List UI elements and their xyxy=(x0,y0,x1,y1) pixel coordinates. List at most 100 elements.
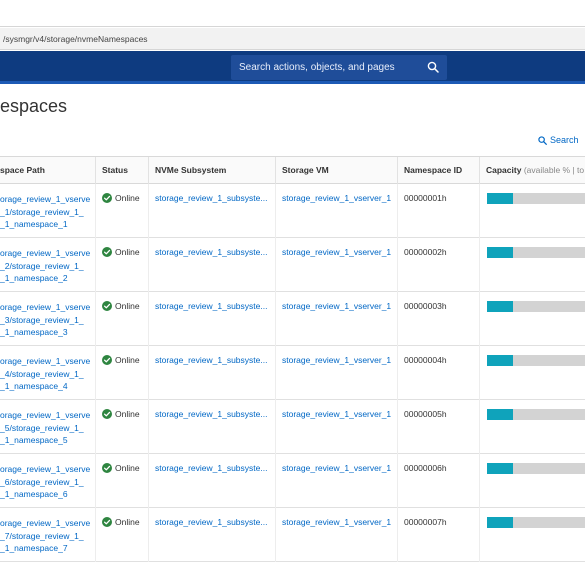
storage-vm-cell: storage_review_1_vserver_1 xyxy=(275,184,397,238)
namespace-path-link[interactable]: _5/storage_review_1_ xyxy=(0,422,84,433)
namespace-path-link[interactable]: orage_review_1_vserve xyxy=(0,302,91,312)
capacity-cell xyxy=(479,292,585,346)
namespace-id-cell: 00000001h xyxy=(397,184,479,238)
namespace-path-link[interactable]: orage_review_1_vserve xyxy=(0,410,91,420)
namespace-path-link[interactable]: _6/storage_review_1_ xyxy=(0,476,84,487)
global-search-placeholder: Search actions, objects, and pages xyxy=(239,62,395,73)
storage-vm-link[interactable]: storage_review_1_vserver_1 xyxy=(282,301,392,311)
subsystem-link[interactable]: storage_review_1_subsyste... xyxy=(155,517,268,527)
status-cell: Online xyxy=(95,508,148,562)
table-search-button[interactable]: Search xyxy=(538,135,579,145)
storage-vm-cell: storage_review_1_vserver_1 xyxy=(275,292,397,346)
subsystem-link[interactable]: storage_review_1_subsyste... xyxy=(155,409,268,419)
table-search-label: Search xyxy=(550,135,579,145)
namespace-path-link[interactable]: _1_namespace_7 xyxy=(0,543,68,553)
namespace-path-link[interactable]: _1_namespace_2 xyxy=(0,273,68,283)
table-row[interactable]: orage_review_1_vserve _5/storage_review_1… xyxy=(0,400,585,454)
subsystem-cell: storage_review_1_subsyste... xyxy=(148,292,275,346)
capacity-bar xyxy=(487,517,585,528)
namespace-path-link[interactable]: _2/storage_review_1_ xyxy=(0,260,84,271)
table-row[interactable]: orage_review_1_vserve _1/storage_review_1… xyxy=(0,184,585,238)
capacity-cell xyxy=(479,454,585,508)
address-bar-url[interactable]: /sysmgr/v4/storage/nvmeNamespaces xyxy=(3,34,148,44)
table-row[interactable]: orage_review_1_vserve _2/storage_review_1… xyxy=(0,238,585,292)
namespace-path-link[interactable]: _7/storage_review_1_ xyxy=(0,530,84,541)
namespace-id-text: 00000007h xyxy=(404,517,447,527)
table-row[interactable]: orage_review_1_vserve _3/storage_review_1… xyxy=(0,292,585,346)
table-row[interactable]: orage_review_1_vserve _4/storage_review_1… xyxy=(0,346,585,400)
namespace-path-cell[interactable]: orage_review_1_vserve _7/storage_review_1… xyxy=(0,508,95,562)
column-header-namespace-id[interactable]: Namespace ID xyxy=(397,157,479,184)
column-header-subsystem[interactable]: NVMe Subsystem xyxy=(148,157,275,184)
namespace-id-text: 00000005h xyxy=(404,409,447,419)
table-row[interactable]: orage_review_1_vserve _7/storage_review_1… xyxy=(0,508,585,562)
capacity-bar xyxy=(487,409,585,420)
subsystem-link[interactable]: storage_review_1_subsyste... xyxy=(155,247,268,257)
status-text: Online xyxy=(115,193,140,203)
status-cell: Online xyxy=(95,292,148,346)
namespace-path-cell[interactable]: orage_review_1_vserve _5/storage_review_1… xyxy=(0,400,95,454)
namespace-path-link[interactable]: _1_namespace_1 xyxy=(0,219,68,229)
storage-vm-cell: storage_review_1_vserver_1 xyxy=(275,238,397,292)
search-icon[interactable] xyxy=(427,61,439,73)
search-icon xyxy=(538,135,547,145)
global-search-input[interactable]: Search actions, objects, and pages xyxy=(231,55,447,80)
storage-vm-link[interactable]: storage_review_1_vserver_1 xyxy=(282,409,392,419)
column-header-capacity[interactable]: Capacity (available % | to xyxy=(479,157,585,184)
browser-top-strip xyxy=(0,0,585,27)
storage-vm-link[interactable]: storage_review_1_vserver_1 xyxy=(282,193,392,203)
page-title: espaces xyxy=(0,96,68,116)
capacity-cell xyxy=(479,346,585,400)
namespace-path-cell[interactable]: orage_review_1_vserve _4/storage_review_1… xyxy=(0,346,95,400)
subsystem-link[interactable]: storage_review_1_subsyste... xyxy=(155,193,268,203)
namespace-path-link[interactable]: _3/storage_review_1_ xyxy=(0,314,84,325)
check-circle-icon xyxy=(102,247,112,257)
status-cell: Online xyxy=(95,238,148,292)
namespace-path-link[interactable]: _1_namespace_3 xyxy=(0,327,68,337)
storage-vm-link[interactable]: storage_review_1_vserver_1 xyxy=(282,517,392,527)
namespace-path-link[interactable]: _1/storage_review_1_ xyxy=(0,206,84,217)
namespace-path-link[interactable]: orage_review_1_vserve xyxy=(0,464,91,474)
namespace-path-link[interactable]: _4/storage_review_1_ xyxy=(0,368,84,379)
table-body: orage_review_1_vserve _1/storage_review_1… xyxy=(0,184,585,562)
namespaces-table: space Path Status NVMe Subsystem Storage… xyxy=(0,156,585,562)
table-row[interactable]: orage_review_1_vserve _6/storage_review_1… xyxy=(0,454,585,508)
namespace-path-link[interactable]: orage_review_1_vserve xyxy=(0,518,91,528)
status-text: Online xyxy=(115,409,140,419)
column-header-status[interactable]: Status xyxy=(95,157,148,184)
namespace-path-cell[interactable]: orage_review_1_vserve _3/storage_review_1… xyxy=(0,292,95,346)
subsystem-cell: storage_review_1_subsyste... xyxy=(148,508,275,562)
namespace-id-cell: 00000004h xyxy=(397,346,479,400)
namespace-id-cell: 00000005h xyxy=(397,400,479,454)
capacity-header-note: (available % | to xyxy=(523,165,585,175)
namespace-path-cell[interactable]: orage_review_1_vserve _6/storage_review_1… xyxy=(0,454,95,508)
namespace-path-link[interactable]: orage_review_1_vserve xyxy=(0,248,91,258)
subsystem-link[interactable]: storage_review_1_subsyste... xyxy=(155,355,268,365)
subsystem-link[interactable]: storage_review_1_subsyste... xyxy=(155,301,268,311)
column-header-path[interactable]: space Path xyxy=(0,165,45,175)
namespace-path-link[interactable]: _1_namespace_4 xyxy=(0,381,68,391)
namespace-path-link[interactable]: _1_namespace_5 xyxy=(0,435,68,445)
address-bar[interactable]: /sysmgr/v4/storage/nvmeNamespaces xyxy=(0,28,585,50)
storage-vm-link[interactable]: storage_review_1_vserver_1 xyxy=(282,355,392,365)
check-circle-icon xyxy=(102,301,112,311)
storage-vm-cell: storage_review_1_vserver_1 xyxy=(275,508,397,562)
storage-vm-cell: storage_review_1_vserver_1 xyxy=(275,346,397,400)
subsystem-cell: storage_review_1_subsyste... xyxy=(148,238,275,292)
namespace-path-link[interactable]: orage_review_1_vserve xyxy=(0,194,91,204)
namespace-path-link[interactable]: orage_review_1_vserve xyxy=(0,356,91,366)
capacity-bar xyxy=(487,247,585,258)
storage-vm-link[interactable]: storage_review_1_vserver_1 xyxy=(282,247,392,257)
namespace-path-cell[interactable]: orage_review_1_vserve _1/storage_review_1… xyxy=(0,184,95,238)
capacity-cell xyxy=(479,400,585,454)
namespace-id-text: 00000001h xyxy=(404,193,447,203)
subsystem-cell: storage_review_1_subsyste... xyxy=(148,454,275,508)
subsystem-link[interactable]: storage_review_1_subsyste... xyxy=(155,463,268,473)
status-cell: Online xyxy=(95,454,148,508)
storage-vm-link[interactable]: storage_review_1_vserver_1 xyxy=(282,463,392,473)
namespace-path-link[interactable]: _1_namespace_6 xyxy=(0,489,68,499)
namespace-id-cell: 00000006h xyxy=(397,454,479,508)
capacity-bar-fill xyxy=(487,247,514,258)
namespace-path-cell[interactable]: orage_review_1_vserve _2/storage_review_1… xyxy=(0,238,95,292)
column-header-storage-vm[interactable]: Storage VM xyxy=(275,157,397,184)
